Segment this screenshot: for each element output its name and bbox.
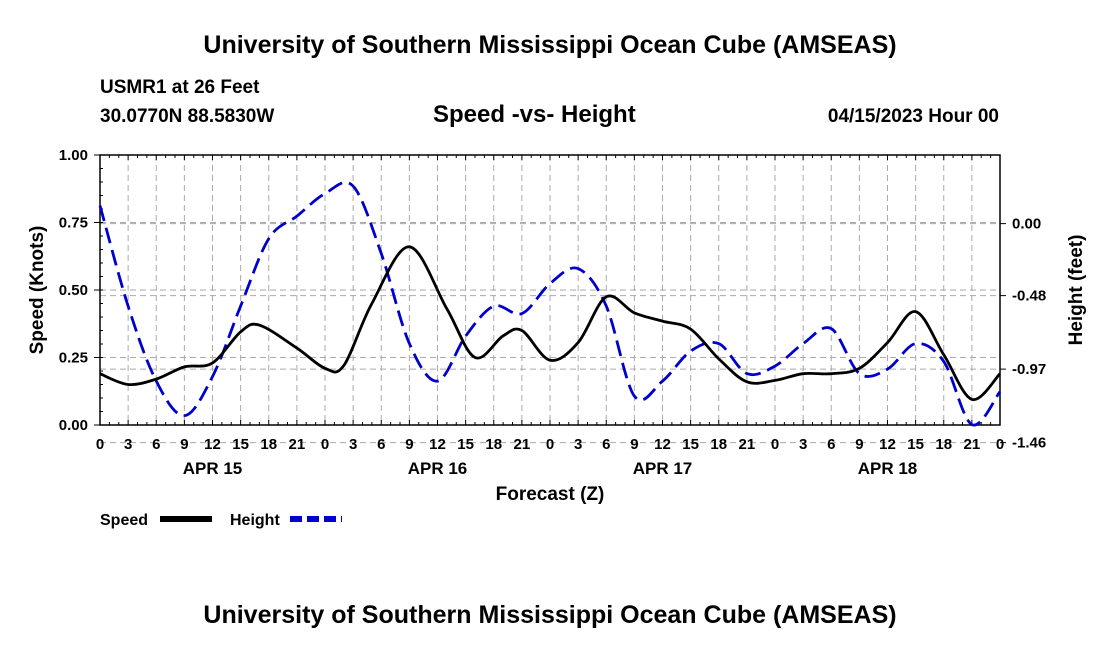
x-tick-label: 0 [996, 436, 1004, 453]
y-axis-label: Speed (Knots) [27, 226, 48, 355]
x-tick-label: 6 [152, 436, 160, 453]
date-label: APR 18 [858, 459, 918, 478]
x-tick-label: 12 [429, 436, 446, 453]
x-tick-label: 0 [546, 436, 554, 453]
x-tick-label: 15 [457, 436, 474, 453]
y2-tick-label: -0.97 [1012, 361, 1046, 378]
x-tick-label: 21 [289, 436, 306, 453]
y-tick-label: 0.50 [59, 282, 88, 299]
x-tick-label: 9 [180, 436, 188, 453]
chart-lines [98, 180, 1002, 427]
y2-tick-label: -0.48 [1012, 288, 1046, 305]
x-tick-label: 21 [514, 436, 531, 453]
x-tick-label: 9 [630, 436, 638, 453]
x-tick-label: 12 [879, 436, 896, 453]
y2-tick-label: 0.00 [1012, 216, 1041, 233]
plot-frame [99, 154, 1001, 426]
x-tick-label: 3 [349, 436, 357, 453]
forecast-datetime: 04/15/2023 Hour 00 [827, 106, 999, 127]
x-tick-label: 12 [204, 436, 221, 453]
x-tick-label: 12 [654, 436, 671, 453]
x-tick-label: 6 [377, 436, 385, 453]
chart-title: University of Southern Mississippi Ocean… [203, 31, 897, 59]
legend-height-label: Height [230, 512, 280, 529]
y-tick-label: 0.25 [59, 350, 88, 367]
chart-axes: 0 3 6 9 12 15 18 21 0 3 6 9 12 15 18 21 0 3 6 9 12 15 18 21 0 3 6 9… [59, 147, 1046, 478]
coordinates-label: 30.0770N 88.5830W [100, 106, 275, 127]
height-series-line [98, 180, 1002, 427]
x-tick-label: 9 [855, 436, 863, 453]
x-tick-label: 0 [771, 436, 779, 453]
x-tick-label: 15 [232, 436, 249, 453]
x-tick-label: 0 [96, 436, 104, 453]
y2-axis-label: Height (feet) [1066, 235, 1087, 346]
y-tick-label: 0.75 [59, 215, 88, 232]
x-tick-label: 18 [935, 436, 952, 453]
x-tick-label: 15 [682, 436, 699, 453]
x-tick-label: 6 [602, 436, 610, 453]
date-label: APR 17 [633, 459, 693, 478]
x-tick-label: 15 [907, 436, 924, 453]
x-tick-label: 3 [799, 436, 807, 453]
x-tick-label: 3 [124, 436, 132, 453]
x-tick-label: 0 [321, 436, 329, 453]
speed-series-line [99, 245, 1002, 401]
y-tick-label: 0.00 [59, 417, 88, 434]
station-label: USMR1 at 26 Feet [100, 77, 260, 98]
y2-tick-label: -1.46 [1012, 435, 1046, 452]
date-label: APR 16 [408, 459, 468, 478]
x-tick-label: 21 [739, 436, 756, 453]
legend-speed-label: Speed [100, 512, 148, 529]
chart-grid [100, 155, 1000, 444]
x-tick-label: 18 [485, 436, 502, 453]
footer-title: University of Southern Mississippi Ocean… [203, 601, 897, 629]
x-tick-label: 21 [964, 436, 981, 453]
chart-subtitle: Speed -vs- Height [433, 101, 636, 128]
x-tick-label: 6 [827, 436, 835, 453]
x-tick-label: 9 [405, 436, 413, 453]
x-tick-label: 18 [710, 436, 727, 453]
date-label: APR 15 [183, 459, 243, 478]
chart-legend: Speed Height [100, 512, 342, 529]
x-axis-label: Forecast (Z) [496, 484, 605, 505]
y-tick-label: 1.00 [59, 147, 88, 164]
x-tick-label: 3 [574, 436, 582, 453]
x-tick-label: 18 [260, 436, 277, 453]
